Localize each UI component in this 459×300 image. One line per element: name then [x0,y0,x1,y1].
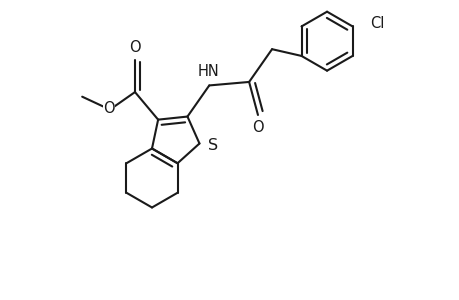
Text: HN: HN [197,64,218,79]
Text: S: S [208,138,218,153]
Text: O: O [103,101,114,116]
Text: O: O [252,121,263,136]
Text: O: O [129,40,140,55]
Text: Cl: Cl [370,16,384,31]
